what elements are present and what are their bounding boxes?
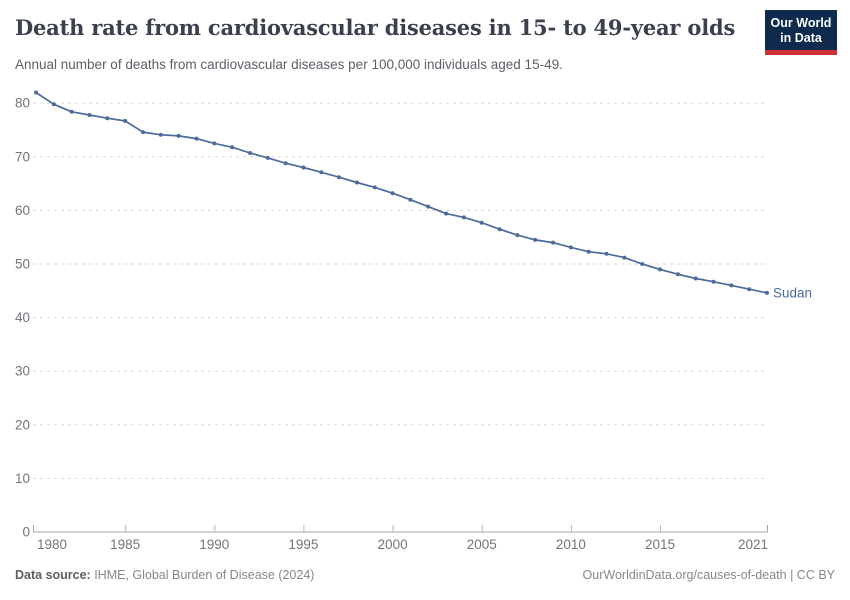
data-point bbox=[283, 161, 288, 166]
page-title: Death rate from cardiovascular diseases … bbox=[15, 15, 736, 40]
data-point bbox=[34, 90, 38, 95]
data-point bbox=[515, 233, 520, 238]
y-tick-label: 40 bbox=[15, 310, 30, 325]
data-point bbox=[87, 113, 92, 117]
y-tick-label: 0 bbox=[22, 525, 30, 540]
data-source-value: IHME, Global Burden of Disease (2024) bbox=[90, 568, 315, 582]
y-tick-label: 50 bbox=[15, 257, 30, 272]
y-tick-label: 60 bbox=[15, 203, 30, 218]
data-point bbox=[604, 251, 609, 256]
data-point bbox=[479, 220, 484, 225]
data-point bbox=[711, 279, 716, 284]
data-point bbox=[461, 215, 466, 220]
data-point bbox=[141, 130, 145, 135]
data-point bbox=[176, 133, 181, 138]
x-tick-label: 1995 bbox=[288, 537, 318, 552]
data-point bbox=[765, 290, 769, 295]
data-point bbox=[586, 249, 591, 254]
data-point bbox=[675, 272, 680, 277]
chart-footer: Data source: IHME, Global Burden of Dise… bbox=[15, 568, 835, 582]
data-point bbox=[337, 175, 342, 180]
data-point bbox=[51, 102, 56, 107]
credit-url[interactable]: OurWorldinData.org/causes-of-death bbox=[582, 568, 787, 582]
series-end-label-sudan: Sudan bbox=[773, 285, 812, 300]
data-point bbox=[301, 165, 306, 170]
x-tick-label: 2005 bbox=[467, 537, 497, 552]
data-point bbox=[354, 180, 359, 185]
data-point bbox=[69, 109, 74, 114]
data-point bbox=[408, 197, 413, 202]
data-point bbox=[123, 118, 128, 123]
data-point bbox=[194, 136, 199, 141]
data-point bbox=[747, 287, 752, 292]
data-point bbox=[212, 141, 217, 146]
data-point bbox=[248, 151, 252, 155]
line-series-sudan bbox=[35, 91, 768, 294]
y-tick-label: 10 bbox=[15, 471, 30, 486]
credit: OurWorldinData.org/causes-of-death | CC … bbox=[583, 568, 835, 582]
data-point bbox=[444, 211, 449, 216]
logo-line1: Our World bbox=[770, 16, 832, 30]
data-point bbox=[390, 191, 395, 196]
x-tick-label: 1985 bbox=[110, 537, 140, 552]
data-point bbox=[497, 227, 502, 232]
data-point bbox=[230, 145, 235, 150]
y-tick-label: 20 bbox=[15, 417, 30, 432]
y-tick-label: 30 bbox=[15, 364, 30, 379]
data-point bbox=[265, 155, 270, 160]
data-point bbox=[319, 170, 324, 175]
data-point bbox=[158, 132, 163, 137]
y-tick-label: 80 bbox=[15, 96, 30, 111]
x-tick-label: 2021 bbox=[738, 537, 768, 552]
x-tick-label: 2015 bbox=[645, 537, 675, 552]
x-tick-label: 2010 bbox=[556, 537, 586, 552]
data-point bbox=[105, 116, 110, 121]
data-point bbox=[693, 276, 698, 281]
data-source: Data source: IHME, Global Burden of Dise… bbox=[15, 568, 314, 582]
data-point bbox=[426, 204, 431, 209]
data-source-label: Data source: bbox=[15, 568, 91, 582]
data-point bbox=[622, 255, 627, 260]
x-tick-label: 1990 bbox=[199, 537, 229, 552]
chart-canvas: 0 10 20 30 40 50 60 70 80 1980 1985 1990 1995 2000 200… bbox=[15, 90, 812, 552]
chart-subtitle: Annual number of deaths from cardiovascu… bbox=[15, 57, 563, 72]
x-tick-label: 2000 bbox=[378, 537, 408, 552]
credit-license: | CC BY bbox=[786, 568, 835, 582]
logo-line2: in Data bbox=[780, 31, 822, 45]
data-point bbox=[372, 185, 377, 190]
owid-logo: Our World in Data bbox=[765, 10, 837, 55]
data-point bbox=[640, 262, 645, 266]
data-point bbox=[568, 245, 573, 250]
line-chart: 0 10 20 30 40 50 60 70 80 1980 1985 1990 1995 2000 200… bbox=[0, 85, 850, 560]
x-tick-label: 1980 bbox=[37, 537, 67, 552]
data-point bbox=[551, 240, 555, 245]
data-point bbox=[729, 283, 734, 288]
y-tick-label: 70 bbox=[15, 149, 30, 164]
data-point bbox=[533, 237, 538, 242]
data-point bbox=[658, 267, 662, 272]
